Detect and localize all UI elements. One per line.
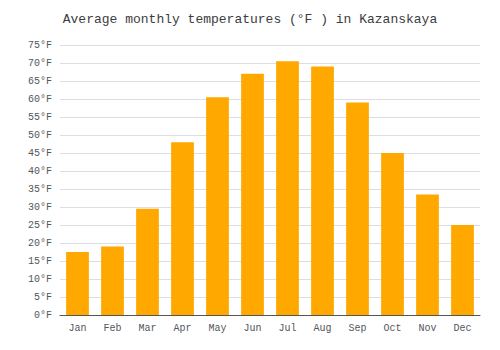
svg-text:Jan: Jan [68, 323, 86, 334]
svg-text:15°F: 15°F [28, 256, 52, 267]
svg-text:Jul: Jul [278, 323, 296, 334]
svg-text:0°F: 0°F [34, 310, 52, 321]
svg-text:Jun: Jun [243, 323, 261, 334]
svg-text:Sep: Sep [348, 323, 366, 334]
svg-text:Mar: Mar [138, 323, 156, 334]
svg-text:70°F: 70°F [28, 58, 52, 69]
svg-text:45°F: 45°F [28, 148, 52, 159]
svg-text:Dec: Dec [453, 323, 471, 334]
svg-text:20°F: 20°F [28, 238, 52, 249]
svg-text:Nov: Nov [418, 323, 436, 334]
svg-text:Feb: Feb [103, 323, 121, 334]
svg-text:55°F: 55°F [28, 112, 52, 123]
svg-text:35°F: 35°F [28, 184, 52, 195]
svg-text:Average monthly temperatures (: Average monthly temperatures (°F ) in Ka… [63, 12, 438, 27]
svg-text:25°F: 25°F [28, 220, 52, 231]
svg-text:Aug: Aug [313, 323, 331, 334]
svg-text:May: May [208, 323, 226, 334]
svg-text:Apr: Apr [173, 323, 191, 334]
svg-text:65°F: 65°F [28, 76, 52, 87]
svg-text:30°F: 30°F [28, 202, 52, 213]
svg-text:10°F: 10°F [28, 274, 52, 285]
svg-text:40°F: 40°F [28, 166, 52, 177]
svg-text:75°F: 75°F [28, 40, 52, 51]
svg-text:60°F: 60°F [28, 94, 52, 105]
svg-text:Oct: Oct [383, 323, 401, 334]
svg-text:50°F: 50°F [28, 130, 52, 141]
svg-text:5°F: 5°F [34, 292, 52, 303]
